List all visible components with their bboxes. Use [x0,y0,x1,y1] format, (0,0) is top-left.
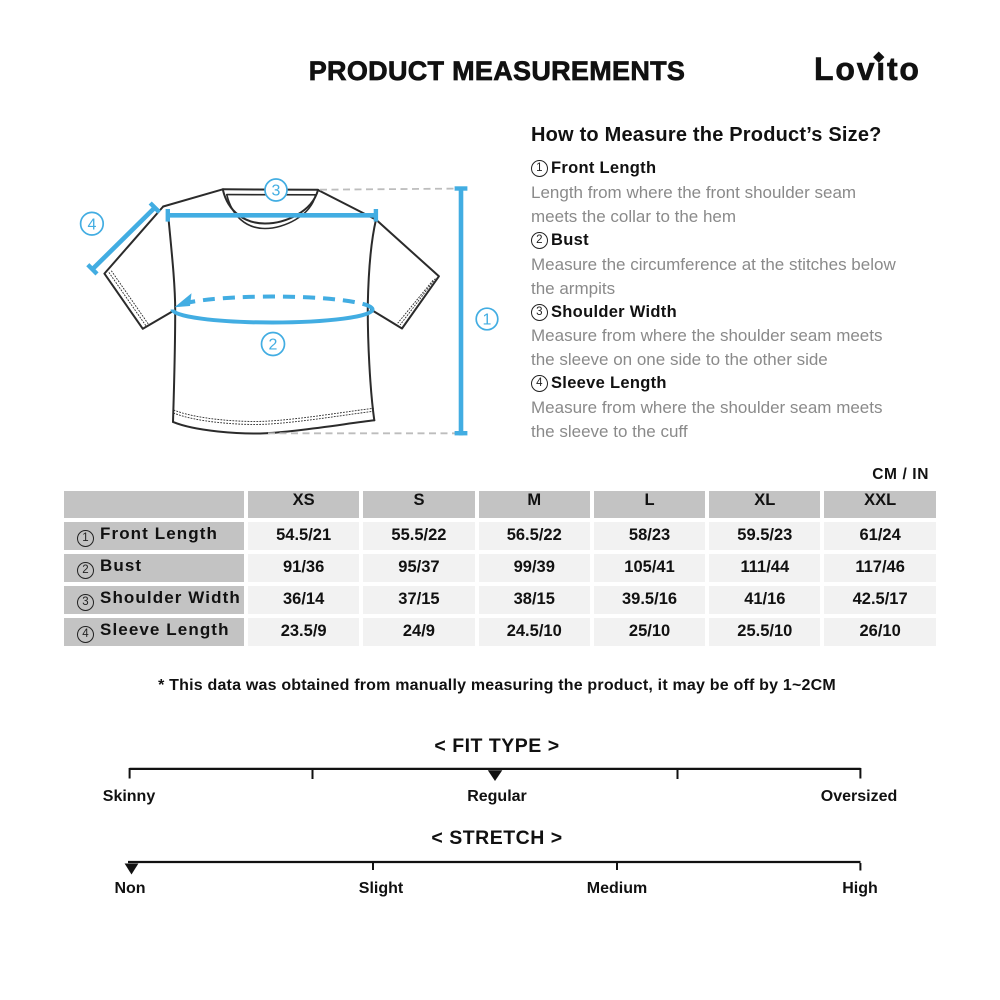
svg-text:4: 4 [87,216,96,233]
svg-text:3: 3 [272,183,281,200]
svg-text:2: 2 [269,337,278,354]
svg-text:1: 1 [483,312,492,329]
